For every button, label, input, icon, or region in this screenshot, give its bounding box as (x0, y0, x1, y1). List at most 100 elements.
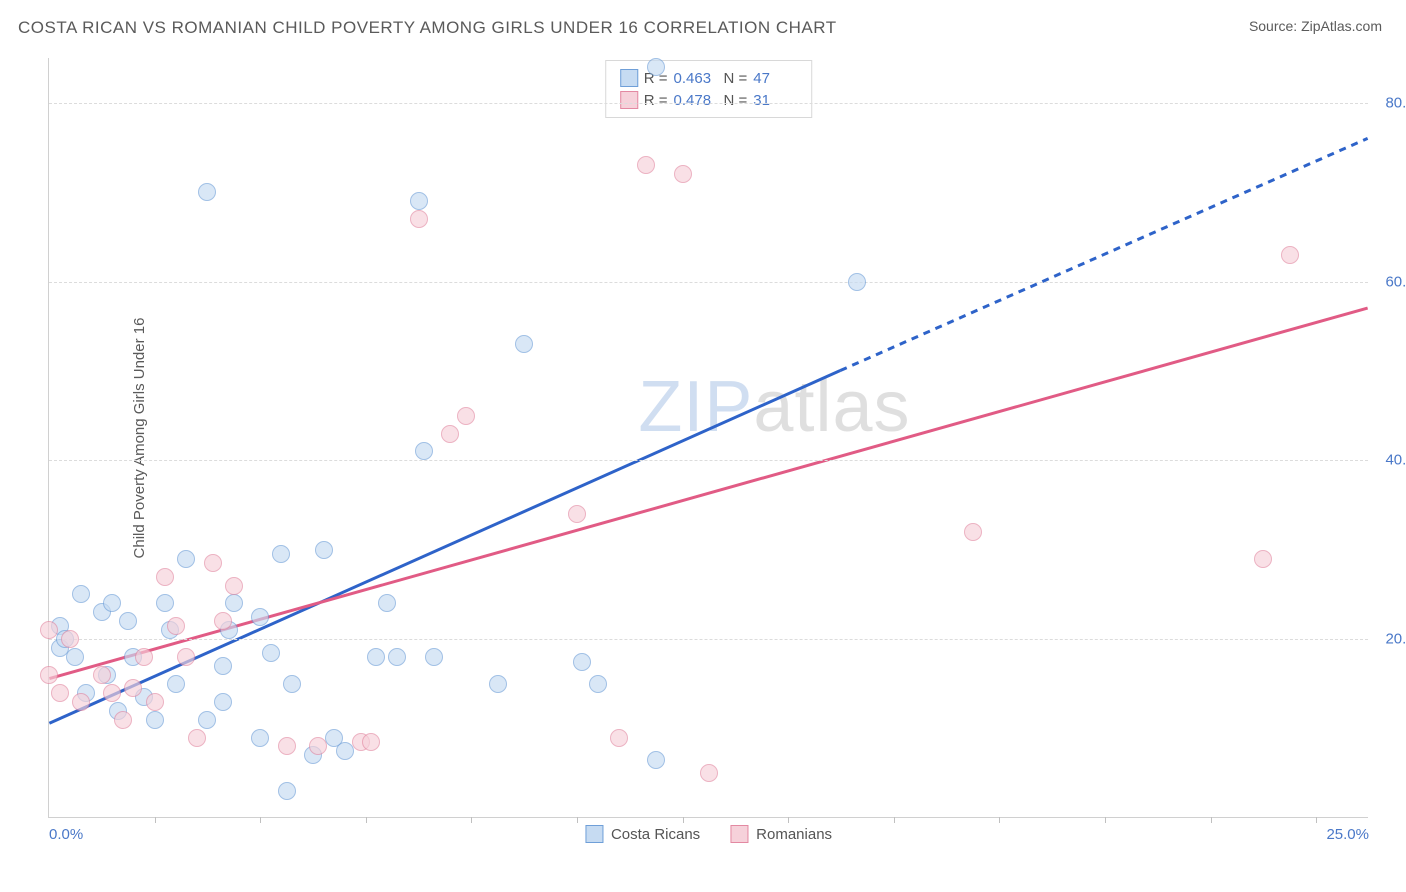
scatter-point (198, 711, 216, 729)
scatter-point (72, 585, 90, 603)
y-tick-label: 40.0% (1373, 452, 1406, 469)
scatter-point (204, 554, 222, 572)
scatter-point (119, 612, 137, 630)
x-tick-mark (1316, 817, 1317, 823)
scatter-point (637, 156, 655, 174)
scatter-point (388, 648, 406, 666)
y-tick-label: 60.0% (1373, 273, 1406, 290)
legend-n-label: N = (724, 92, 748, 109)
gridline (49, 282, 1368, 283)
legend-n-label: N = (724, 70, 748, 87)
x-tick-mark (683, 817, 684, 823)
scatter-point (214, 612, 232, 630)
scatter-point (283, 675, 301, 693)
scatter-point (103, 594, 121, 612)
scatter-point (225, 594, 243, 612)
scatter-point (214, 693, 232, 711)
x-tick-mark (471, 817, 472, 823)
legend-n-value: 31 (753, 92, 797, 109)
scatter-point (309, 737, 327, 755)
scatter-point (214, 657, 232, 675)
legend-item: Costa Ricans (585, 825, 700, 843)
scatter-point (225, 577, 243, 595)
legend-swatch (620, 69, 638, 87)
legend-label: Romanians (756, 826, 832, 843)
scatter-point (177, 550, 195, 568)
legend-label: Costa Ricans (611, 826, 700, 843)
scatter-point (410, 192, 428, 210)
scatter-point (515, 335, 533, 353)
scatter-point (647, 58, 665, 76)
scatter-point (1281, 246, 1299, 264)
x-tick-mark (894, 817, 895, 823)
x-tick-mark (999, 817, 1000, 823)
legend-n-value: 47 (753, 70, 797, 87)
scatter-point (272, 545, 290, 563)
scatter-point (146, 693, 164, 711)
legend-r-value: 0.478 (674, 92, 718, 109)
legend-r-label: R = (644, 92, 668, 109)
x-tick-mark (577, 817, 578, 823)
scatter-point (114, 711, 132, 729)
scatter-point (573, 653, 591, 671)
scatter-point (700, 764, 718, 782)
x-tick-mark (1105, 817, 1106, 823)
scatter-point (568, 505, 586, 523)
scatter-point (674, 165, 692, 183)
scatter-point (135, 648, 153, 666)
scatter-point (40, 621, 58, 639)
x-tick-mark (155, 817, 156, 823)
x-tick-mark (366, 817, 367, 823)
scatter-point (198, 183, 216, 201)
scatter-point (415, 442, 433, 460)
scatter-point (1254, 550, 1272, 568)
scatter-point (410, 210, 428, 228)
scatter-point (72, 693, 90, 711)
legend-item: Romanians (730, 825, 832, 843)
scatter-point (378, 594, 396, 612)
x-tick-label: 25.0% (1326, 826, 1369, 843)
scatter-point (66, 648, 84, 666)
scatter-point (93, 666, 111, 684)
source-label: Source: ZipAtlas.com (1249, 18, 1382, 34)
scatter-point (103, 684, 121, 702)
scatter-point (647, 751, 665, 769)
trend-line (49, 371, 840, 724)
scatter-point (251, 608, 269, 626)
gridline (49, 460, 1368, 461)
scatter-point (278, 737, 296, 755)
scatter-point (315, 541, 333, 559)
scatter-point (167, 675, 185, 693)
scatter-point (262, 644, 280, 662)
scatter-point (367, 648, 385, 666)
scatter-point (457, 407, 475, 425)
scatter-point (51, 684, 69, 702)
plot-area: Child Poverty Among Girls Under 16 ZIPat… (48, 58, 1368, 818)
y-tick-label: 80.0% (1373, 94, 1406, 111)
gridline (49, 103, 1368, 104)
legend-swatch (730, 825, 748, 843)
scatter-point (40, 666, 58, 684)
trend-line (49, 308, 1367, 679)
legend-stat-row: R =0.463N =47 (620, 67, 798, 89)
scatter-point (177, 648, 195, 666)
scatter-point (489, 675, 507, 693)
scatter-point (362, 733, 380, 751)
legend-stats: R =0.463N =47R =0.478N =31 (605, 60, 813, 118)
x-tick-mark (260, 817, 261, 823)
scatter-point (848, 273, 866, 291)
scatter-point (610, 729, 628, 747)
legend-swatch (620, 91, 638, 109)
x-tick-mark (1211, 817, 1212, 823)
legend-r-value: 0.463 (674, 70, 718, 87)
scatter-point (589, 675, 607, 693)
scatter-point (425, 648, 443, 666)
scatter-point (964, 523, 982, 541)
scatter-point (156, 594, 174, 612)
scatter-point (61, 630, 79, 648)
scatter-point (251, 729, 269, 747)
scatter-point (441, 425, 459, 443)
y-tick-label: 20.0% (1373, 631, 1406, 648)
x-tick-label: 0.0% (49, 826, 83, 843)
scatter-point (124, 679, 142, 697)
